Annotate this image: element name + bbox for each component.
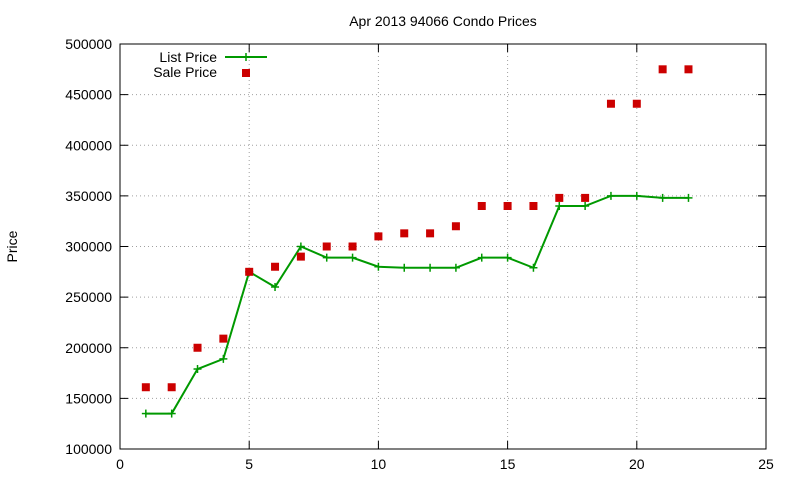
data-point <box>374 232 383 241</box>
data-point <box>503 253 512 262</box>
data-point <box>322 253 331 262</box>
data-point <box>322 242 331 251</box>
legend-marker <box>242 69 250 77</box>
data-point <box>400 263 409 272</box>
y-tick-label: 250000 <box>65 289 112 305</box>
data-point <box>477 202 486 210</box>
data-point <box>658 193 667 202</box>
data-point <box>632 191 641 200</box>
x-tick-label: 5 <box>245 456 253 472</box>
data-point <box>271 262 280 271</box>
legend-label: Sale Price <box>153 64 217 80</box>
data-point <box>374 262 383 271</box>
x-tick-label: 20 <box>629 456 645 472</box>
data-point <box>141 409 150 418</box>
data-point <box>141 383 150 392</box>
data-point <box>555 202 564 210</box>
data-point <box>581 193 590 202</box>
y-tick-label: 500000 <box>65 36 112 52</box>
data-point <box>193 343 202 352</box>
data-point <box>529 263 538 272</box>
y-axis-label: Price <box>4 230 20 262</box>
data-point <box>348 253 357 262</box>
data-point <box>296 242 305 251</box>
y-tick-label: 200000 <box>65 340 112 356</box>
data-point <box>684 65 693 74</box>
chart-title: Apr 2013 94066 Condo Prices <box>349 13 537 29</box>
data-point <box>529 202 538 210</box>
data-point <box>219 354 228 363</box>
data-point <box>426 263 435 272</box>
grid <box>120 44 766 449</box>
y-tick-label: 350000 <box>65 188 112 204</box>
x-tick-label: 15 <box>500 456 516 472</box>
x-tick-label: 10 <box>371 456 387 472</box>
data-point <box>606 99 615 108</box>
x-tick-label: 0 <box>116 456 124 472</box>
y-tick-label: 450000 <box>65 87 112 103</box>
data-point <box>503 202 512 210</box>
series-line <box>145 194 689 415</box>
data-point <box>193 365 202 374</box>
legend-marker <box>242 53 250 61</box>
data-point <box>219 334 228 343</box>
series-list-price <box>141 191 693 418</box>
data-point <box>555 193 564 202</box>
data-point <box>684 193 693 202</box>
data-point <box>167 383 176 392</box>
x-tick-label: 25 <box>758 456 774 472</box>
data-point <box>451 222 460 231</box>
legend-label: List Price <box>159 49 217 65</box>
y-tick-label: 300000 <box>65 239 112 255</box>
data-point <box>606 191 615 200</box>
y-tick-label: 400000 <box>65 137 112 153</box>
data-point <box>632 99 641 108</box>
tick-labels: 0 5 10 15 20 25 100000 150000 200000 250000 300000… <box>65 36 774 472</box>
data-point <box>271 283 280 291</box>
data-point <box>348 242 357 251</box>
data-point <box>581 202 590 210</box>
data-point <box>451 263 460 272</box>
data-point <box>296 252 305 261</box>
data-point <box>167 409 176 418</box>
data-point <box>400 229 409 238</box>
series-sale-price <box>141 65 693 392</box>
data-point <box>658 65 667 74</box>
series-layer <box>141 65 693 418</box>
data-point <box>477 253 486 262</box>
y-tick-label: 150000 <box>65 390 112 406</box>
ticks <box>119 43 767 450</box>
y-tick-label: 100000 <box>65 441 112 457</box>
data-point <box>245 267 254 276</box>
data-point <box>426 229 435 238</box>
